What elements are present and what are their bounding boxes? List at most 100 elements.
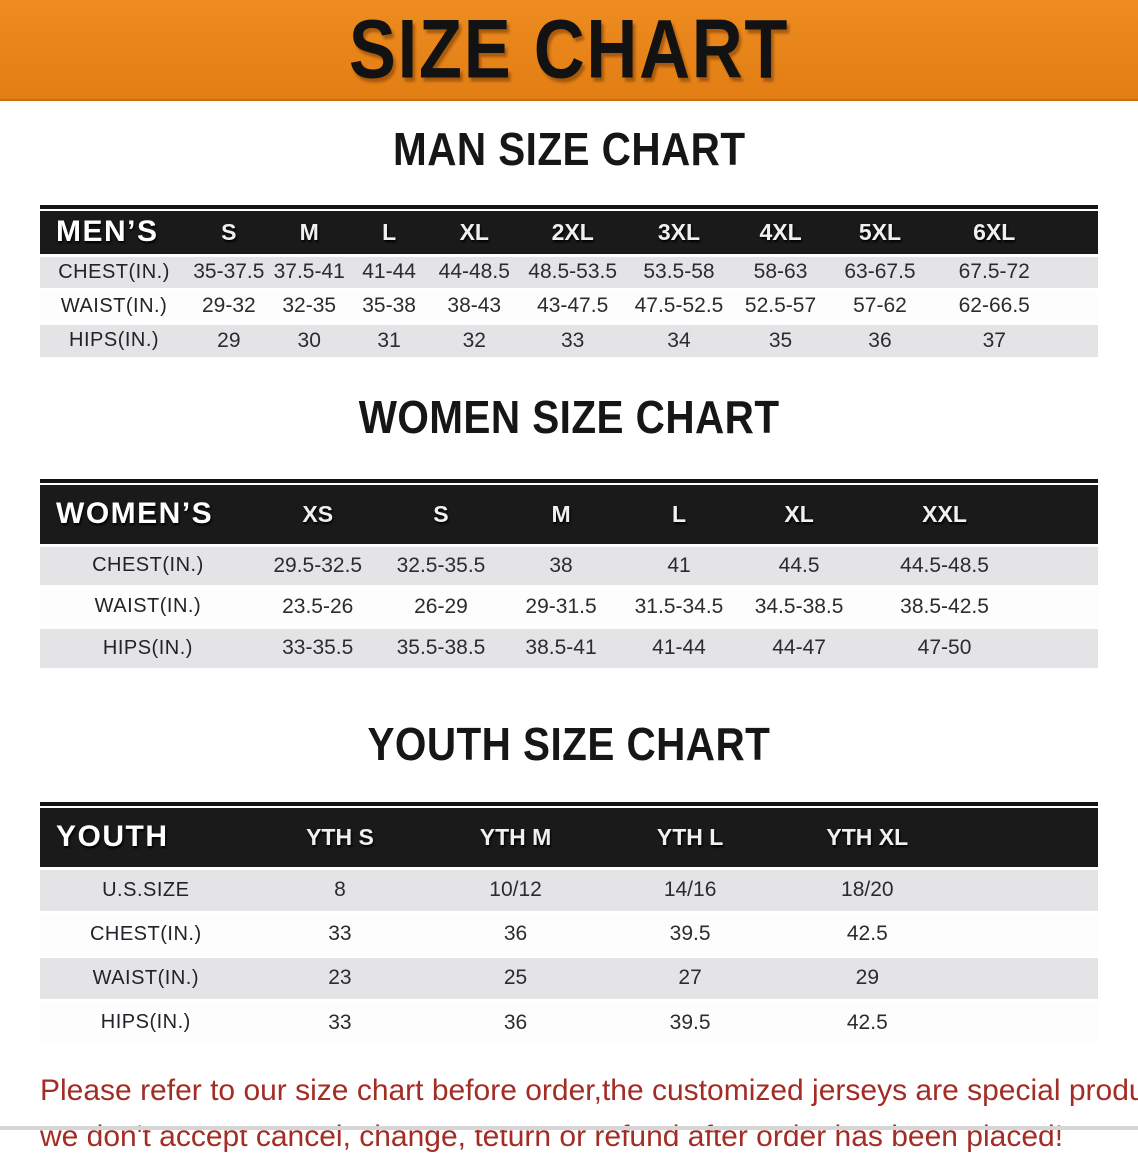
column-header-cell: 5XL (858, 218, 902, 245)
column-header-cell: YTH L (656, 823, 724, 850)
row-label-cell: CHEST(IN.) (40, 543, 256, 586)
size-value-cell: 37.5-41 (269, 253, 349, 289)
men-corner-label: MEN’S (56, 215, 159, 249)
row-label-cell: CHEST(IN.) (40, 910, 252, 956)
women-chest-row: CHEST(IN.) 29.5-32.5 32.5-35.5 38 41 44.… (40, 543, 1098, 586)
filler-cell (1029, 625, 1098, 668)
filler-cell (957, 866, 1098, 912)
size-value-cell: 35 (731, 321, 830, 357)
size-value-cell: 41-44 (619, 625, 739, 668)
women-hips-row: HIPS(IN.) 33-35.5 35.5-38.5 38.5-41 41-4… (40, 625, 1098, 668)
size-value-cell: 25 (428, 954, 603, 1000)
size-value-cell: 29-32 (188, 287, 270, 323)
filler-cell (1057, 287, 1098, 323)
column-header-cell: S (221, 218, 237, 245)
size-value-cell: 57-62 (829, 287, 931, 323)
size-value-cell: 36 (829, 321, 931, 357)
size-value-cell: 23.5-26 (255, 584, 380, 627)
size-value-cell: 33-35.5 (255, 625, 380, 668)
row-label-cell: WAIST(IN.) (40, 287, 189, 323)
size-value-cell: 39.5 (602, 998, 778, 1044)
women-corner-label: WOMEN’S (56, 497, 214, 531)
bottom-divider (0, 1126, 1138, 1130)
size-value-cell: 10/12 (428, 866, 603, 912)
size-value-cell: 34.5-38.5 (738, 584, 860, 627)
filler-cell (1057, 253, 1098, 289)
banner-title: SIZE CHART (348, 2, 790, 96)
row-label-cell: HIPS(IN.) (40, 321, 189, 357)
size-value-cell: 32.5-35.5 (379, 543, 503, 586)
men-section-heading-text: MAN SIZE CHART (392, 123, 746, 175)
youth-waist-row: WAIST(IN.) 23 25 27 29 (40, 954, 1098, 1000)
size-value-cell: 41-44 (348, 253, 430, 289)
women-header-row: WOMEN’S XS S M L XL XXL (40, 485, 1098, 545)
size-value-cell: 26-29 (379, 584, 503, 627)
filler-cell (957, 910, 1098, 956)
column-header-cell: XL (459, 218, 489, 245)
row-label-cell: WAIST(IN.) (40, 954, 252, 1000)
size-value-cell: 31 (348, 321, 430, 357)
size-value-cell: 44.5-48.5 (859, 543, 1030, 586)
size-value-cell: 23 (251, 954, 429, 1000)
column-header-cell: L (671, 500, 687, 527)
youth-hips-row: HIPS(IN.) 33 36 39.5 42.5 (40, 998, 1098, 1044)
size-value-cell: 37 (930, 321, 1058, 357)
column-header-cell: S (433, 500, 449, 527)
youth-ussize-row: U.S.SIZE 8 10/12 14/16 18/20 (40, 866, 1098, 912)
youth-corner-label: YOUTH (56, 820, 169, 854)
column-header-cell: YTH S (306, 823, 374, 850)
women-size-table-wrap: WOMEN’S XS S M L XL XXL CHEST(IN.) 29.5-… (40, 479, 1098, 668)
disclaimer-note: Please refer to our size chart before or… (0, 1068, 1138, 1160)
size-value-cell: 31.5-34.5 (619, 584, 739, 627)
size-value-cell: 42.5 (777, 910, 958, 956)
column-header-cell: M (551, 500, 571, 527)
row-label-cell: HIPS(IN.) (40, 625, 256, 668)
size-value-cell: 58-63 (731, 253, 830, 289)
size-value-cell: 41 (619, 543, 739, 586)
size-value-cell: 44.5 (738, 543, 860, 586)
size-value-cell: 38-43 (429, 287, 520, 323)
size-value-cell: 14/16 (602, 866, 778, 912)
disclaimer-line-1: Please refer to our size chart before or… (40, 1074, 1138, 1107)
size-value-cell: 27 (602, 954, 778, 1000)
size-value-cell: 63-67.5 (829, 253, 931, 289)
size-value-cell: 36 (428, 998, 603, 1044)
size-value-cell: 47.5-52.5 (626, 287, 732, 323)
size-value-cell: 38 (502, 543, 620, 586)
youth-size-table: YOUTH YTH S YTH M YTH L YTH XL U.S.SIZE … (40, 808, 1098, 1044)
column-header-cell: 4XL (759, 218, 802, 245)
men-size-table-wrap: MEN’S S M L XL 2XL 3XL 4XL 5XL 6XL CHEST… (40, 205, 1098, 357)
size-value-cell: 33 (251, 910, 429, 956)
filler-cell (1029, 584, 1098, 627)
size-value-cell: 42.5 (777, 998, 958, 1044)
row-label-cell: U.S.SIZE (40, 866, 252, 912)
size-value-cell: 29.5-32.5 (255, 543, 380, 586)
men-waist-row: WAIST(IN.) 29-32 32-35 35-38 38-43 43-47… (40, 287, 1098, 323)
filler-cell (957, 954, 1098, 1000)
youth-section-heading: YOUTH SIZE CHART (0, 720, 1138, 780)
size-value-cell: 30 (269, 321, 349, 357)
column-header-cell: XXL (922, 500, 967, 527)
men-section-heading: MAN SIZE CHART (0, 125, 1138, 185)
row-label-cell: WAIST(IN.) (40, 584, 256, 627)
filler-cell (957, 998, 1098, 1044)
size-value-cell: 62-66.5 (930, 287, 1058, 323)
size-value-cell: 48.5-53.5 (519, 253, 627, 289)
size-value-cell: 35-38 (348, 287, 430, 323)
column-header-cell: YTH XL (826, 823, 909, 850)
men-chest-row: CHEST(IN.) 35-37.5 37.5-41 41-44 44-48.5… (40, 253, 1098, 289)
youth-section-heading-text: YOUTH SIZE CHART (367, 718, 771, 770)
women-size-table: WOMEN’S XS S M L XL XXL CHEST(IN.) 29.5-… (40, 485, 1098, 668)
column-header-cell: XS (302, 500, 334, 527)
size-value-cell: 44-47 (738, 625, 860, 668)
disclaimer-line-2: we don't accept cancel, change, teturn o… (40, 1120, 1064, 1153)
filler-cell (1058, 211, 1098, 255)
size-value-cell: 47-50 (859, 625, 1030, 668)
size-value-cell: 33 (519, 321, 627, 357)
size-value-cell: 29 (188, 321, 270, 357)
youth-header-row: YOUTH YTH S YTH M YTH L YTH XL (40, 808, 1098, 868)
size-value-cell: 44-48.5 (429, 253, 520, 289)
column-header-cell: XL (784, 500, 814, 527)
column-header-cell: 2XL (551, 218, 594, 245)
size-value-cell: 29 (777, 954, 958, 1000)
